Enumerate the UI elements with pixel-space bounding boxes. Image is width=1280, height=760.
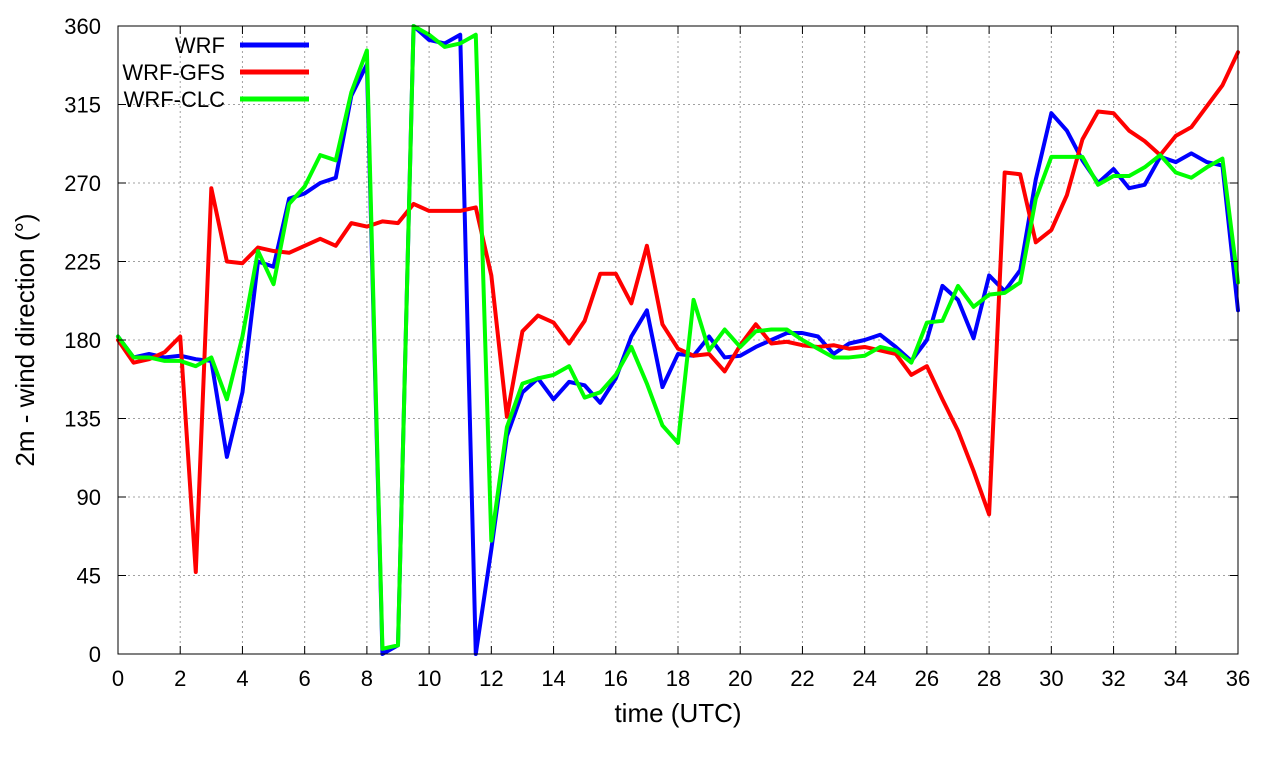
y-tick-label: 0 bbox=[89, 642, 101, 667]
x-tick-label: 10 bbox=[417, 666, 441, 691]
x-tick-label: 18 bbox=[666, 666, 690, 691]
y-tick-labels: 0 45 90 135 180 225 270 315 360 bbox=[64, 14, 101, 667]
x-tick-label: 6 bbox=[299, 666, 311, 691]
grid-lines bbox=[118, 26, 1238, 654]
x-tick-label: 32 bbox=[1101, 666, 1125, 691]
y-tick-label: 360 bbox=[64, 14, 101, 39]
legend-label: WRF-CLC bbox=[124, 87, 226, 112]
series-lines bbox=[116, 24, 1240, 656]
legend-label: WRF bbox=[175, 33, 225, 58]
series-line-wrf bbox=[116, 24, 1240, 656]
y-tick-label: 45 bbox=[77, 564, 101, 589]
x-tick-label: 30 bbox=[1039, 666, 1063, 691]
x-axis-title: time (UTC) bbox=[614, 698, 741, 728]
x-tick-label: 8 bbox=[361, 666, 373, 691]
x-tick-label: 34 bbox=[1164, 666, 1188, 691]
x-tick-label: 24 bbox=[852, 666, 876, 691]
x-tick-label: 36 bbox=[1226, 666, 1250, 691]
x-tick-labels: 0 2 4 6 8 10 12 14 16 18 20 22 24 26 28 30 32 34 36 bbox=[112, 666, 1250, 691]
x-tick-label: 28 bbox=[977, 666, 1001, 691]
x-tick-label: 16 bbox=[604, 666, 628, 691]
y-axis-title: 2m - wind direction (°) bbox=[10, 213, 40, 466]
y-tick-label: 135 bbox=[64, 407, 101, 432]
x-tick-label: 4 bbox=[236, 666, 248, 691]
x-tick-label: 20 bbox=[728, 666, 752, 691]
y-tick-label: 180 bbox=[64, 328, 101, 353]
series-line-wrf-gfs bbox=[116, 50, 1240, 575]
x-tick-label: 12 bbox=[479, 666, 503, 691]
x-tick-label: 2 bbox=[174, 666, 186, 691]
x-tick-label: 26 bbox=[915, 666, 939, 691]
x-tick-label: 14 bbox=[541, 666, 565, 691]
y-tick-label: 270 bbox=[64, 171, 101, 196]
axis-ticks bbox=[117, 25, 1239, 655]
x-tick-label: 22 bbox=[790, 666, 814, 691]
y-tick-label: 90 bbox=[77, 485, 101, 510]
x-tick-label: 0 bbox=[112, 666, 124, 691]
series-line-wrf-clc bbox=[116, 24, 1240, 651]
y-tick-label: 225 bbox=[64, 250, 101, 275]
y-tick-label: 315 bbox=[64, 93, 101, 118]
legend-label: WRF-GFS bbox=[122, 60, 225, 85]
